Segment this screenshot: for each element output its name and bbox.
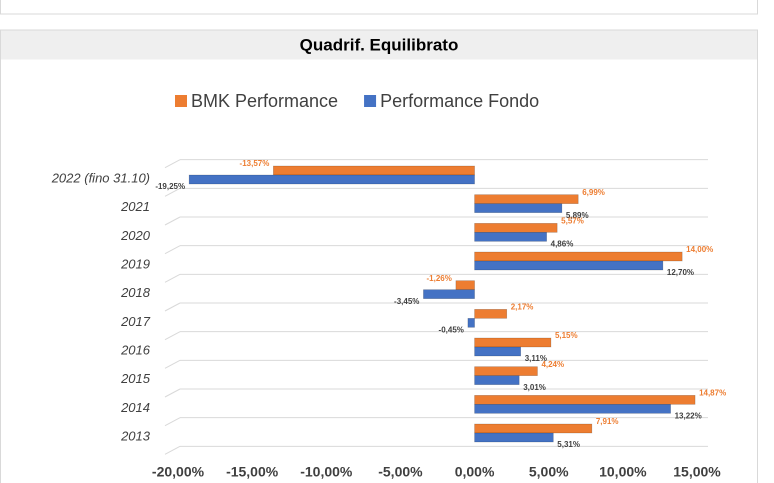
row-separator <box>164 417 181 427</box>
y-tick-label: 2018 <box>120 285 151 300</box>
x-tick-label: -20,00% <box>152 464 205 480</box>
data-label: 6,99% <box>582 188 605 197</box>
y-tick-label: 2019 <box>120 256 150 271</box>
data-label: 5,89% <box>566 211 589 220</box>
data-label: -19,25% <box>155 182 185 191</box>
data-label: 14,87% <box>699 388 726 397</box>
row-separator <box>164 302 181 312</box>
bar <box>474 232 547 242</box>
x-tick-label: -10,00% <box>300 464 353 480</box>
legend-swatch <box>175 95 187 107</box>
bar <box>474 251 683 262</box>
bar <box>474 423 593 434</box>
bar <box>188 174 475 185</box>
y-tick-label: 2014 <box>120 400 150 415</box>
title-band <box>1 30 757 60</box>
bar <box>474 203 563 213</box>
row-separator <box>164 245 181 255</box>
bar <box>474 404 671 414</box>
top-box <box>0 0 758 15</box>
row-separator <box>164 273 181 283</box>
x-tick-label: 0,00% <box>455 464 495 480</box>
data-label: 13,22% <box>675 411 702 420</box>
bar <box>474 366 538 376</box>
data-label: 3,01% <box>523 383 546 392</box>
bar <box>474 337 552 348</box>
x-tick-label: 15,00% <box>673 464 721 480</box>
bar <box>455 280 475 290</box>
bar <box>273 165 475 176</box>
bar <box>474 260 664 271</box>
chart-title: Quadrif. Equilibrato <box>300 35 459 54</box>
row-separator <box>164 388 181 398</box>
data-label: 2,17% <box>511 302 534 311</box>
x-tick-label: 10,00% <box>599 464 647 480</box>
data-label: 5,31% <box>557 440 580 449</box>
bar <box>474 395 696 405</box>
data-label: -1,26% <box>427 274 452 283</box>
y-tick-label: 2021 <box>120 199 150 214</box>
bar <box>467 318 475 328</box>
x-tick-label: -5,00% <box>378 464 423 480</box>
data-label: 7,91% <box>596 417 619 426</box>
y-tick-label: 2020 <box>120 228 151 243</box>
row-separator <box>164 216 181 226</box>
bar <box>423 289 475 299</box>
bar <box>474 432 554 443</box>
y-tick-label: 2016 <box>120 342 151 357</box>
legend-label: BMK Performance <box>191 91 338 111</box>
y-tick-label: 2013 <box>120 428 151 443</box>
bar <box>474 223 558 233</box>
data-label: 12,70% <box>667 268 694 277</box>
row-separator <box>164 331 181 341</box>
bar <box>474 194 579 204</box>
row-separator <box>164 359 181 369</box>
data-label: -13,57% <box>240 159 270 168</box>
data-label: 3,11% <box>525 354 547 363</box>
data-label: 5,57% <box>561 216 584 225</box>
y-tick-label: 2022 (fino 31.10) <box>51 170 150 185</box>
data-label: -0,45% <box>439 325 464 334</box>
x-tick-label: -15,00% <box>226 464 279 480</box>
data-label: 5,15% <box>555 331 578 340</box>
bar <box>474 346 521 357</box>
bar <box>474 375 520 385</box>
bar <box>474 309 508 319</box>
legend-swatch <box>364 95 377 107</box>
data-label: -3,45% <box>394 297 419 306</box>
data-label: 14,00% <box>686 245 713 254</box>
y-tick-label: 2015 <box>120 371 151 386</box>
legend-label: Performance Fondo <box>380 91 539 111</box>
row-separator <box>164 187 181 197</box>
data-label: 4,24% <box>541 360 564 369</box>
x-tick-label: 5,00% <box>529 464 569 480</box>
y-tick-label: 2017 <box>120 314 151 329</box>
row-separator <box>164 445 181 455</box>
row-separator <box>164 159 181 169</box>
data-label: 4,86% <box>551 239 574 248</box>
